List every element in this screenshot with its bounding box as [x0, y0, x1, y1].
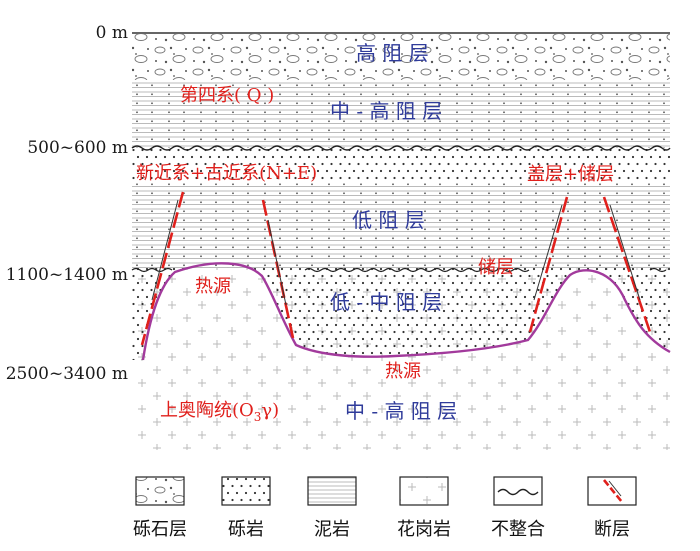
heat-source-boundary	[141, 262, 671, 361]
quaternary-label: 第四系( Q )	[180, 85, 274, 106]
legend-swatch-unconformity	[493, 476, 543, 506]
unconformity-lower	[131, 267, 667, 273]
heat-source-label-center: 热源	[385, 361, 421, 382]
heat-source-label-left: 热源	[195, 276, 231, 297]
ordovician-label: 上奥陶统(O3γ)	[160, 400, 279, 424]
unconformity-upper	[131, 145, 671, 151]
legend-swatch-gravel	[135, 476, 185, 506]
mudstone-sand-layer	[132, 80, 670, 148]
legend-unconformity-wave	[497, 488, 539, 496]
fault-tick-marks	[151, 199, 641, 306]
legend-fault-line	[602, 479, 624, 503]
legend-swatch-granite	[399, 476, 449, 506]
basin-conglomerate-fill	[132, 264, 670, 360]
neogene-conglomerate-layer	[132, 149, 670, 183]
depth-label-2500: 2500~3400 m	[6, 364, 128, 384]
legend: 砾石层 砾岩 泥岩 花岗岩 不整合 断层	[133, 476, 637, 540]
depth-label-500: 500~600 m	[27, 138, 128, 158]
neogene-mudstone-layer	[132, 183, 670, 268]
low-resistivity-label: 低 阻 层	[352, 208, 425, 232]
legend-swatch-conglomerate	[221, 476, 271, 506]
mid-high-resistivity-label-upper: 中 - 高 阻 层	[330, 99, 442, 123]
high-resistivity-label: 高 阻 层	[356, 41, 429, 65]
legend-label-granite: 花岗岩	[397, 519, 451, 540]
legend-label-gravel: 砾石层	[133, 519, 187, 540]
reservoir-label: 储层	[478, 257, 514, 278]
mid-high-resistivity-label-lower: 中 - 高 阻 层	[345, 399, 457, 423]
legend-swatch-mudstone	[307, 476, 357, 506]
depth-label-1100: 1100~1400 m	[6, 265, 128, 285]
legend-label-conglomerate: 砾岩	[228, 519, 264, 540]
depth-label-0: 0 m	[96, 23, 128, 43]
legend-label-unconformity: 不整合	[491, 519, 545, 540]
legend-swatch-fault	[587, 476, 637, 506]
gravel-layer	[132, 34, 670, 80]
legend-label-fault: 断层	[594, 519, 630, 540]
low-mid-resistivity-label: 低 - 中 阻 层	[330, 290, 442, 314]
cap-reservoir-label: 盖层+储层	[527, 164, 614, 185]
neogene-label: 新近系+古近系(N+E)	[136, 163, 317, 184]
legend-label-mudstone: 泥岩	[314, 519, 350, 540]
